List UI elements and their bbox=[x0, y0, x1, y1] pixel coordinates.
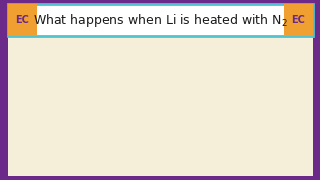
Text: Li$_3$N: Li$_3$N bbox=[124, 109, 160, 128]
Text: Lithium nitride: Lithium nitride bbox=[181, 112, 268, 125]
Text: $\Delta$: $\Delta$ bbox=[188, 128, 199, 141]
Text: What happens when Li is heated with N$_2$: What happens when Li is heated with N$_2… bbox=[33, 12, 287, 29]
Text: EC: EC bbox=[15, 15, 29, 25]
Text: + N$_2$: + N$_2$ bbox=[117, 139, 149, 154]
Text: Li: Li bbox=[149, 50, 164, 65]
Text: N$_2$: N$_2$ bbox=[153, 72, 171, 89]
Text: 6Li: 6Li bbox=[84, 139, 108, 153]
Text: $\Delta$: $\Delta$ bbox=[126, 73, 138, 87]
Text: 2Li$_3$N: 2Li$_3$N bbox=[224, 138, 266, 155]
Text: EC: EC bbox=[291, 15, 305, 25]
